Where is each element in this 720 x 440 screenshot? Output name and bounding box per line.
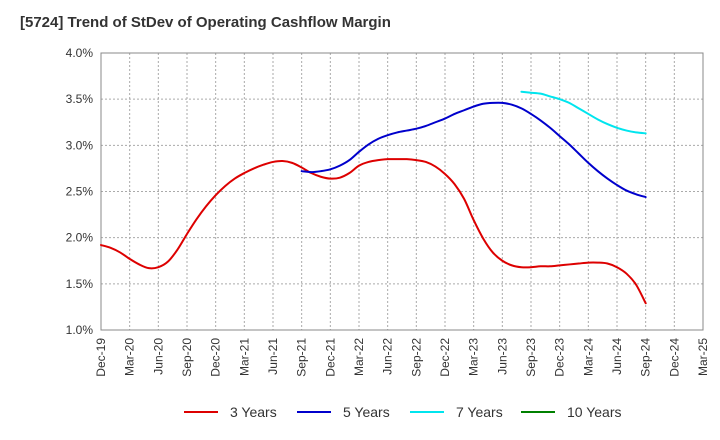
x-tick-label: Mar-23	[467, 338, 481, 376]
legend-item-5-years: 5 Years	[297, 404, 390, 420]
legend-swatch-7-years	[410, 411, 444, 413]
x-tick-label: Mar-25	[696, 338, 710, 376]
x-tick-label: Jun-22	[381, 338, 395, 375]
legend-item-3-years: 3 Years	[184, 404, 277, 420]
legend: 3 Years 5 Years 7 Years 10 Years	[0, 404, 720, 426]
x-tick-label: Dec-23	[553, 338, 567, 377]
x-tick-label: Jun-23	[495, 338, 509, 375]
x-tick-label: Dec-19	[94, 338, 108, 377]
x-tick-label: Sep-20	[180, 338, 194, 377]
x-tick-label: Dec-21	[323, 338, 337, 377]
legend-item-10-years: 10 Years	[521, 404, 622, 420]
series-line-3-years	[100, 158, 647, 305]
legend-swatch-5-years	[297, 411, 331, 413]
x-tick-label: Dec-24	[667, 338, 681, 377]
series-line-5-years	[300, 101, 647, 199]
legend-item-7-years: 7 Years	[410, 404, 503, 420]
y-tick-label: 1.5%	[66, 277, 94, 291]
x-tick-label: Dec-20	[209, 338, 223, 377]
y-tick-label: 1.0%	[66, 323, 94, 337]
x-tick-label: Sep-22	[409, 338, 423, 377]
x-tick-label: Mar-20	[123, 338, 137, 376]
x-tick-label: Mar-24	[581, 338, 595, 376]
y-tick-label: 2.5%	[66, 185, 94, 199]
x-tick-label: Dec-22	[438, 338, 452, 377]
legend-swatch-3-years	[184, 411, 218, 413]
chart-title: [5724] Trend of StDev of Operating Cashf…	[20, 14, 391, 31]
legend-swatch-10-years	[521, 411, 555, 413]
x-tick-label: Sep-24	[639, 338, 653, 377]
legend-label-10-years: 10 Years	[567, 404, 622, 420]
x-tick-label: Jun-21	[266, 338, 280, 375]
x-tick-label: Mar-22	[352, 338, 366, 376]
x-tick-label: Jun-24	[610, 338, 624, 375]
legend-label-7-years: 7 Years	[456, 404, 503, 420]
y-tick-label: 4.0%	[66, 46, 94, 60]
plot-border	[100, 52, 704, 331]
x-tick-label: Jun-20	[151, 338, 165, 375]
y-tick-label: 3.5%	[66, 92, 94, 106]
y-tick-label: 3.0%	[66, 138, 94, 152]
x-tick-label: Sep-23	[524, 338, 538, 377]
legend-label-3-years: 3 Years	[230, 404, 277, 420]
x-tick-label: Mar-21	[237, 338, 251, 376]
y-tick-label: 2.0%	[66, 231, 94, 245]
series-line-7-years	[520, 90, 647, 135]
legend-label-5-years: 5 Years	[343, 404, 390, 420]
x-tick-label: Sep-21	[295, 338, 309, 377]
